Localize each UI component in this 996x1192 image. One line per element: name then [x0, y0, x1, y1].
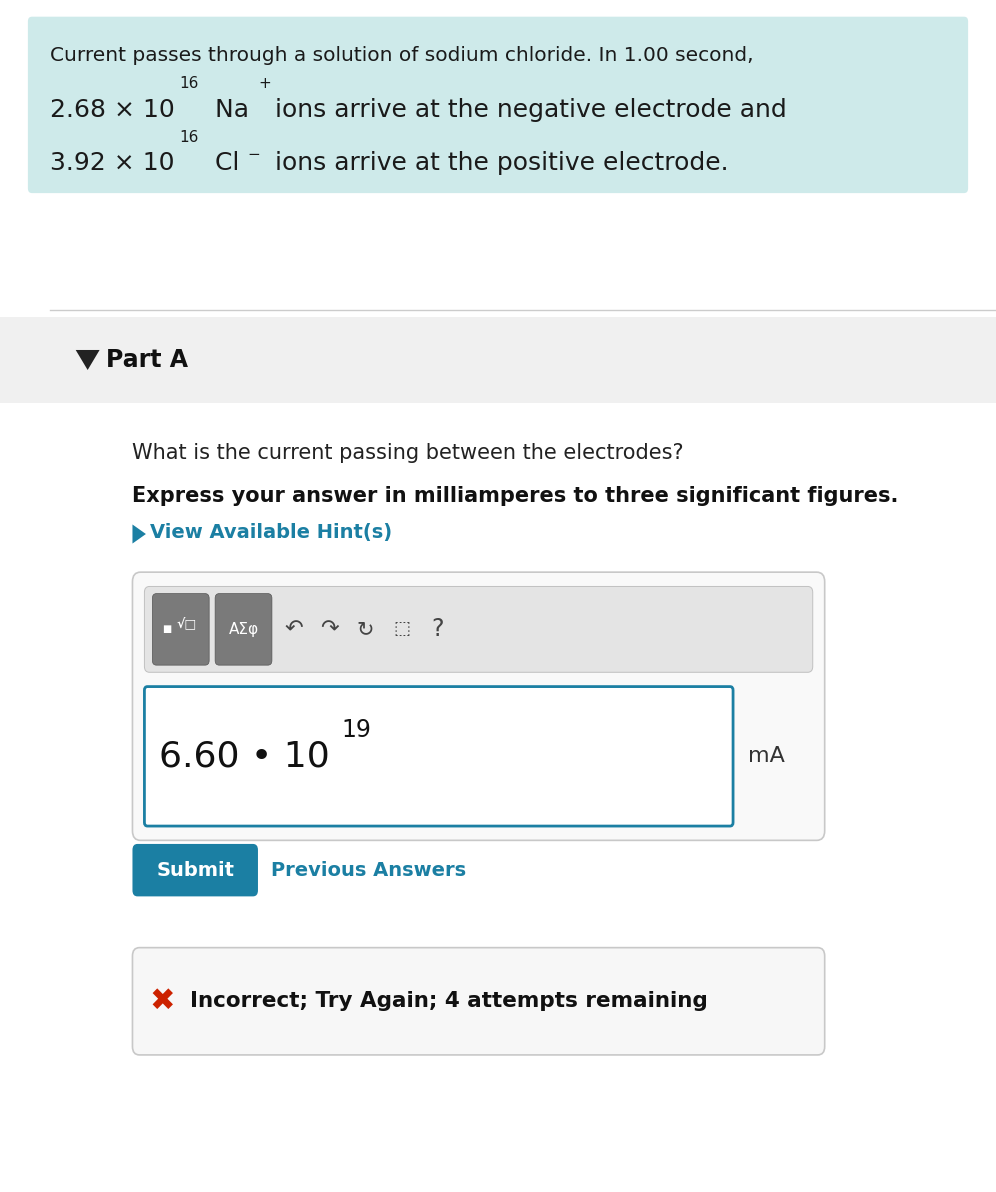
- Text: ↻: ↻: [357, 620, 374, 639]
- Polygon shape: [76, 350, 100, 370]
- Text: Express your answer in milliamperes to three significant figures.: Express your answer in milliamperes to t…: [132, 486, 898, 507]
- Text: Incorrect; Try Again; 4 attempts remaining: Incorrect; Try Again; 4 attempts remaini…: [190, 992, 708, 1011]
- Text: ■: ■: [162, 625, 171, 634]
- FancyBboxPatch shape: [144, 687, 733, 826]
- Text: ?: ?: [431, 617, 443, 641]
- Polygon shape: [132, 524, 146, 544]
- FancyBboxPatch shape: [132, 844, 258, 896]
- Text: −: −: [247, 147, 260, 162]
- Text: What is the current passing between the electrodes?: What is the current passing between the …: [132, 443, 684, 464]
- Text: AΣφ: AΣφ: [228, 622, 259, 637]
- Text: Part A: Part A: [106, 348, 187, 372]
- Text: Cl: Cl: [207, 151, 240, 175]
- Text: Current passes through a solution of sodium chloride. In 1.00 second,: Current passes through a solution of sod…: [50, 46, 753, 66]
- Text: ions arrive at the positive electrode.: ions arrive at the positive electrode.: [267, 151, 728, 175]
- Text: Previous Answers: Previous Answers: [271, 861, 466, 880]
- Text: ↷: ↷: [321, 620, 339, 639]
- Text: mA: mA: [748, 746, 785, 766]
- FancyBboxPatch shape: [132, 948, 825, 1055]
- Text: ⬚: ⬚: [392, 620, 410, 639]
- Bar: [0, 317, 996, 403]
- Text: 19: 19: [342, 718, 372, 743]
- FancyBboxPatch shape: [215, 594, 272, 665]
- Text: +: +: [258, 76, 271, 92]
- FancyBboxPatch shape: [152, 594, 209, 665]
- Text: 16: 16: [179, 130, 198, 145]
- Text: Na: Na: [207, 98, 249, 122]
- Text: ↶: ↶: [285, 620, 303, 639]
- FancyBboxPatch shape: [144, 586, 813, 672]
- Text: 2.68 × 10: 2.68 × 10: [50, 98, 174, 122]
- Text: ✖: ✖: [149, 987, 175, 1016]
- FancyBboxPatch shape: [132, 572, 825, 840]
- Text: ions arrive at the negative electrode and: ions arrive at the negative electrode an…: [267, 98, 787, 122]
- Text: 3.92 × 10: 3.92 × 10: [50, 151, 174, 175]
- Text: 6.60 • 10: 6.60 • 10: [159, 739, 330, 774]
- Text: View Available Hint(s): View Available Hint(s): [150, 523, 392, 542]
- FancyBboxPatch shape: [28, 17, 968, 193]
- Text: Submit: Submit: [156, 861, 234, 880]
- Text: √□: √□: [176, 619, 196, 631]
- Text: 16: 16: [179, 76, 198, 92]
